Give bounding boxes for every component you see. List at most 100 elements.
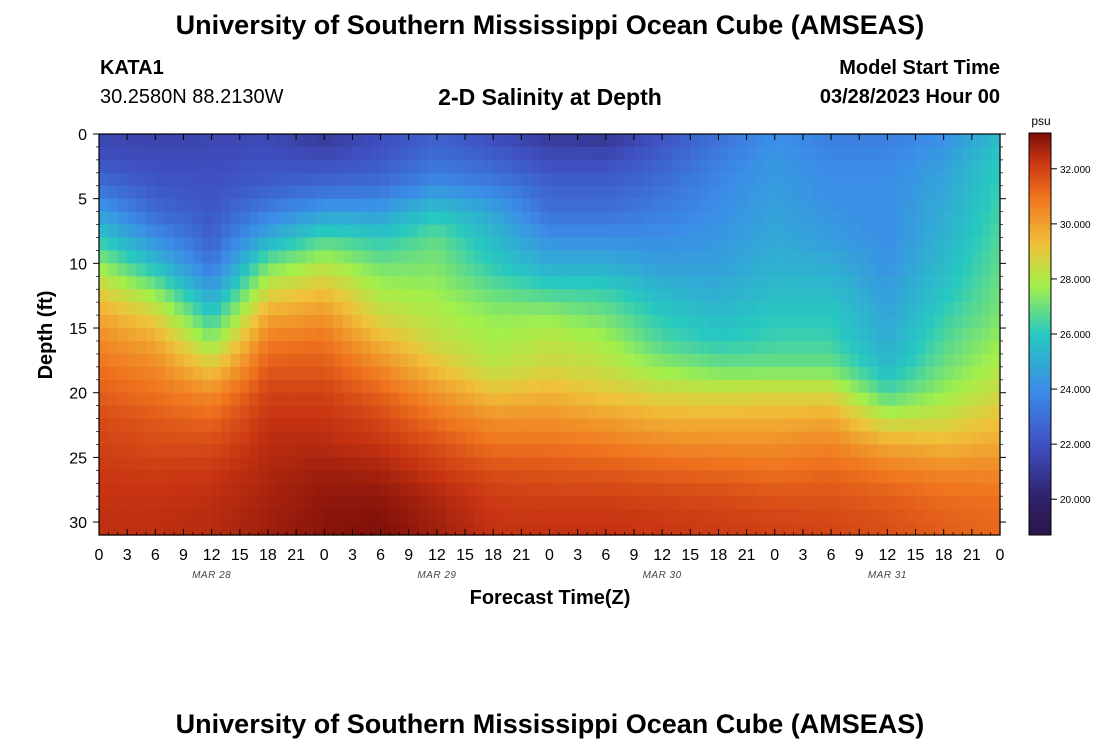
heatmap-cell xyxy=(286,483,297,497)
heatmap-cell xyxy=(314,392,325,407)
heatmap-cell xyxy=(286,522,297,536)
heatmap-cell xyxy=(990,250,1001,264)
heatmap-cell xyxy=(183,172,194,187)
heatmap-cell xyxy=(953,250,964,264)
heatmap-cell xyxy=(877,496,888,510)
heatmap-cell xyxy=(399,211,410,226)
heatmap-cell xyxy=(127,328,138,342)
heatmap-cell xyxy=(821,379,832,394)
heatmap-cell xyxy=(896,159,907,174)
heatmap-cell xyxy=(155,379,166,394)
heatmap-cell xyxy=(859,431,870,446)
heatmap-cell xyxy=(643,185,654,200)
heatmap-cell xyxy=(568,483,579,497)
heatmap-cell xyxy=(812,496,823,510)
heatmap-cell xyxy=(624,172,635,187)
heatmap-cell xyxy=(784,172,795,187)
heatmap-cell xyxy=(605,250,616,264)
heatmap-cell xyxy=(643,470,654,484)
heatmap-cell xyxy=(192,392,203,407)
heatmap-cell xyxy=(239,457,250,471)
heatmap-cell xyxy=(155,328,166,342)
heatmap-cell xyxy=(521,444,532,458)
heatmap-cell xyxy=(211,353,222,368)
heatmap-cell xyxy=(239,522,250,536)
heatmap-cell xyxy=(868,483,879,497)
heatmap-cell xyxy=(662,276,673,290)
heatmap-cell xyxy=(906,353,917,368)
heatmap-cell xyxy=(267,366,278,381)
heatmap-cell xyxy=(737,457,748,471)
heatmap-cell xyxy=(831,224,842,239)
heatmap-cell xyxy=(915,302,926,316)
heatmap-cell xyxy=(962,431,973,446)
heatmap-cell xyxy=(474,431,485,446)
heatmap-cell xyxy=(690,250,701,264)
heatmap-cell xyxy=(887,315,898,329)
heatmap-cell xyxy=(727,483,738,497)
heatmap-cell xyxy=(662,340,673,355)
heatmap-cell xyxy=(493,224,504,239)
heatmap-cell xyxy=(155,134,166,148)
heatmap-cell xyxy=(183,315,194,329)
heatmap-cell xyxy=(924,353,935,368)
heatmap-cell xyxy=(211,509,222,523)
heatmap-cell xyxy=(802,250,813,264)
heatmap-cell xyxy=(887,392,898,407)
heatmap-cell xyxy=(249,276,260,290)
heatmap-cell xyxy=(549,185,560,200)
heatmap-cell xyxy=(887,172,898,187)
heatmap-cell xyxy=(136,263,147,277)
heatmap-cell xyxy=(296,483,307,497)
heatmap-cell xyxy=(558,276,569,290)
heatmap-cell xyxy=(568,159,579,174)
heatmap-cell xyxy=(953,483,964,497)
heatmap-cell xyxy=(202,379,213,394)
heatmap-cell xyxy=(934,198,945,213)
heatmap-cell xyxy=(324,185,335,200)
heatmap-cell xyxy=(99,134,109,148)
heatmap-cell xyxy=(164,211,175,226)
heatmap-cell xyxy=(249,392,260,407)
heatmap-cell xyxy=(915,250,926,264)
heatmap-cell xyxy=(774,185,785,200)
heatmap-cell xyxy=(802,431,813,446)
heatmap-cell xyxy=(258,509,269,523)
heatmap-cell xyxy=(314,315,325,329)
heatmap-cell xyxy=(521,276,532,290)
heatmap-cell xyxy=(877,237,888,252)
heatmap-cell xyxy=(249,483,260,497)
heatmap-cell xyxy=(267,211,278,226)
heatmap-cell xyxy=(577,522,588,536)
heatmap-cell xyxy=(859,328,870,342)
heatmap-cell xyxy=(896,431,907,446)
heatmap-cell xyxy=(540,340,551,355)
heatmap-cell xyxy=(624,134,635,148)
heatmap-cell xyxy=(859,366,870,381)
heatmap-cell xyxy=(587,302,598,316)
heatmap-cell xyxy=(971,250,982,264)
heatmap-cell xyxy=(784,457,795,471)
heatmap-cell xyxy=(755,496,766,510)
heatmap-cell xyxy=(483,431,494,446)
heatmap-cell xyxy=(755,353,766,368)
heatmap-cell xyxy=(831,340,842,355)
heatmap-cell xyxy=(540,366,551,381)
heatmap-cell xyxy=(174,509,185,523)
heatmap-cell xyxy=(671,134,682,148)
heatmap-cell xyxy=(511,237,522,252)
heatmap-cell xyxy=(718,276,729,290)
heatmap-cell xyxy=(127,444,138,458)
heatmap-cell xyxy=(474,509,485,523)
heatmap-cell xyxy=(990,431,1001,446)
heatmap-cell xyxy=(737,276,748,290)
heatmap-cell xyxy=(202,134,213,148)
heatmap-cell xyxy=(887,496,898,510)
heatmap-cell xyxy=(924,185,935,200)
heatmap-cell xyxy=(906,185,917,200)
heatmap-cell xyxy=(502,263,513,277)
heatmap-cell xyxy=(183,263,194,277)
heatmap-cell xyxy=(896,146,907,161)
heatmap-cell xyxy=(718,366,729,381)
heatmap-cell xyxy=(418,185,429,200)
